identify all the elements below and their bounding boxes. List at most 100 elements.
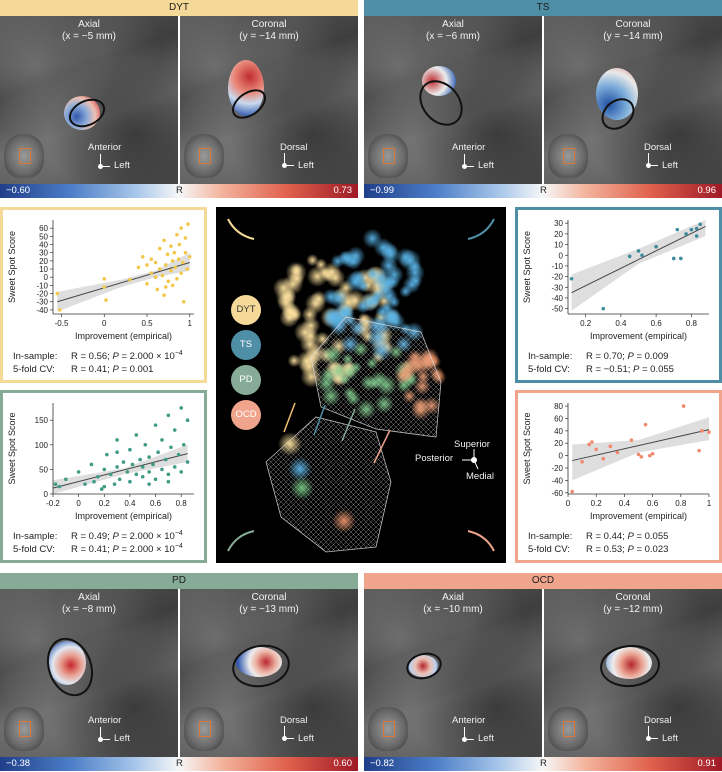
axial-direction-primary: Anterior [88,142,122,153]
coronal-slice: Coronal (y = −13 mm) Dorsal Left [180,589,358,757]
data-point [166,479,171,484]
data-point [629,438,634,442]
coronal-direction-tick [284,738,294,739]
data-point [675,227,680,232]
colorbar-max: 0.73 [333,185,353,196]
cloud-particle [301,316,321,336]
x-tick-label: 0 [102,319,107,328]
data-point [172,428,177,432]
data-point [160,273,165,278]
y-tick-label: 0 [559,452,564,461]
data-point [130,462,135,467]
axial-title: Axial [442,592,464,603]
panel-header: DYT [0,0,358,16]
x-tick-label: 0.6 [150,499,162,508]
y-tick-label: -10 [551,262,563,271]
arrow-pd [341,408,356,442]
x-axis-label: Improvement (empirical) [75,511,172,521]
axial-direction-tick [464,166,474,167]
upper-stn-mesh [310,316,442,438]
y-tick-label: -40 [551,476,563,485]
y-tick-label: 60 [39,224,48,233]
coronal-brain-thumbnail [184,134,224,178]
x-axis-label: Improvement (empirical) [75,331,172,341]
orientation-medial: Medial [466,471,494,482]
panel-header: OCD [364,573,722,589]
y-tick-label: -10 [36,281,48,290]
data-point [671,256,676,261]
panel-header: TS [364,0,722,16]
data-point [627,254,632,259]
y-tick-label: 30 [39,249,48,258]
data-point [89,462,94,467]
stat-r: R = 0.41; [71,544,110,556]
x-tick-label: 0.2 [591,499,603,508]
y-axis-label: Sweet Spot Score [7,412,17,484]
data-point [128,447,132,452]
axial-coordinate: (x = −6 mm) [426,31,480,42]
coronal-direction-secondary: Left [662,160,678,171]
stat-p-value: = 2.000 × 10 [118,531,175,543]
data-point [580,460,584,464]
data-point [647,453,652,458]
mri-panel-ts: TS Axial (x = −6 mm) Anterior Left Coron… [364,0,722,199]
data-point [176,257,181,262]
x-tick-label: 0.2 [580,319,592,328]
data-point [707,430,711,434]
data-point [183,236,188,240]
y-axis-label: Sweet Spot Score [522,231,532,303]
y-tick-label: 60 [554,414,563,423]
confidence-band [53,444,188,494]
coronal-brain-thumbnail [548,134,588,178]
coronal-coordinate: (y = −14 mm) [239,31,299,42]
stat-p-symbol: P [112,364,119,376]
coronal-coordinate: (y = −13 mm) [239,604,299,615]
data-point [181,299,186,304]
x-tick-label: 0.8 [675,499,687,508]
axial-correlation-blob [408,655,438,677]
y-tick-label: -30 [551,283,563,292]
data-point [105,452,109,457]
data-point [590,440,594,444]
ts-spot [288,457,312,481]
data-point [179,271,183,275]
colorbar-max: 0.91 [697,758,717,769]
cloud-particle [360,292,380,312]
x-tick-label: 1 [707,499,712,508]
coronal-slice: Coronal (y = −14 mm) Dorsal Left [544,16,722,184]
coronal-direction-tick [648,165,658,166]
data-point [55,291,60,296]
axial-slice: Axial (x = −10 mm) Anterior Left [364,589,542,757]
data-point [104,298,108,302]
legend-ocd: OCD [231,400,261,430]
axial-direction-marker [464,727,465,739]
coronal-direction-primary: Dorsal [280,142,308,153]
y-tick-label: -20 [551,464,563,473]
data-point [149,257,154,262]
data-point [140,254,145,259]
data-point [601,306,606,311]
coronal-title: Coronal [251,592,287,603]
data-point [58,308,62,312]
data-point [176,452,181,457]
y-tick-label: 40 [39,241,48,250]
data-point [134,433,139,437]
data-point [587,442,591,447]
pd-spot [290,476,314,500]
colorbar-min: −0.60 [6,185,31,196]
coronal-direction-primary: Dorsal [644,142,672,153]
data-point [636,452,641,457]
x-tick-label: 0.6 [647,499,659,508]
coronal-direction-marker [648,726,649,738]
data-point [128,277,132,282]
axial-title: Axial [442,19,464,30]
cloud-particle [322,288,339,305]
data-point [147,455,151,459]
data-point [125,470,130,474]
data-point [140,465,145,469]
center-3d-svg [227,218,495,553]
y-tick-label: -20 [551,273,563,282]
coronal-correlation-blob [596,68,638,120]
y-tick-label: 10 [39,265,48,274]
axial-direction-tick [100,739,110,740]
